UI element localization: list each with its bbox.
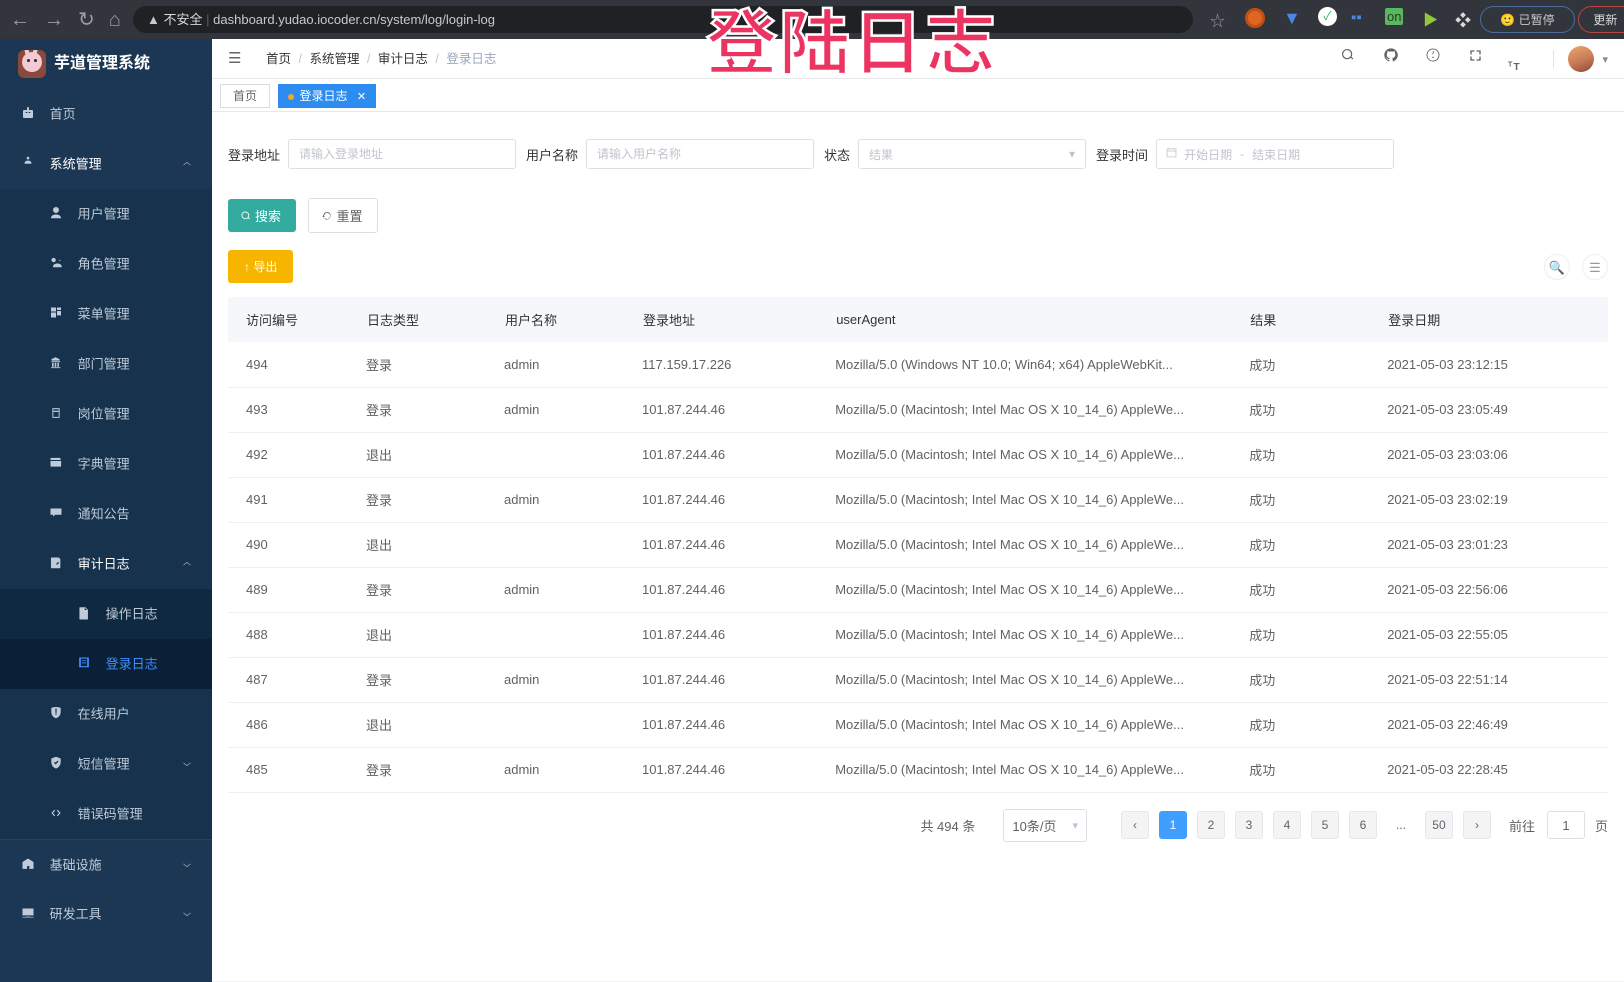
svg-text:T: T xyxy=(1508,62,1513,69)
svg-text:T: T xyxy=(1514,62,1520,73)
